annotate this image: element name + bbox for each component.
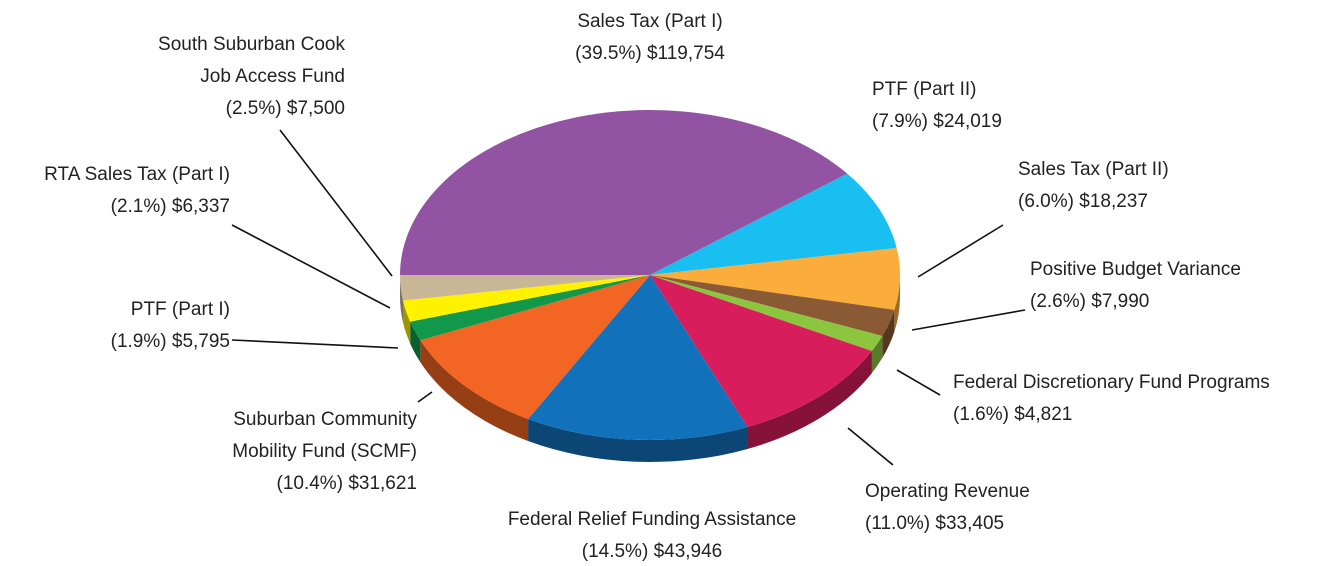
pie-sides	[400, 275, 900, 463]
slice-side	[403, 300, 411, 344]
leader-line	[417, 391, 433, 403]
value-label: $6,337	[171, 196, 230, 217]
percent-label: (6.0%)	[1018, 191, 1074, 212]
slice-name: RTA Sales Tax (Part I)	[44, 164, 230, 185]
slice-value-line: (2.1%) $6,337	[30, 191, 230, 223]
value-label: $43,946	[653, 541, 723, 562]
slice	[400, 109, 848, 275]
slice-name: Sales Tax (Part I)	[577, 11, 723, 32]
slice-label: PTF (Part II) (7.9%) $24,019	[872, 74, 1172, 138]
leader-line	[279, 129, 393, 277]
slice-side	[894, 275, 900, 332]
slice	[410, 275, 650, 341]
slice-name: Suburban Community Mobility Fund (SCMF)	[232, 409, 417, 462]
slice-value-line: (7.9%) $24,019	[872, 106, 1172, 138]
slice-side	[400, 275, 404, 323]
percent-label: (7.9%)	[872, 111, 928, 132]
value-label: $18,237	[1079, 191, 1148, 212]
percent-label: (2.6%)	[1030, 291, 1086, 312]
leader-line	[847, 427, 894, 466]
slice-name: PTF (Part I)	[130, 299, 230, 320]
slice-value-line: (10.4%) $31,621	[227, 468, 418, 500]
slice-label: Federal Relief Funding Assistance (14.5%)…	[452, 504, 852, 566]
slice-label: Sales Tax (Part II) (6.0%) $18,237	[1018, 154, 1318, 218]
slice-name: Federal Discretionary Fund Programs	[953, 372, 1270, 393]
slice-value-line: (6.0%) $18,237	[1018, 186, 1318, 218]
slice	[650, 275, 883, 351]
slice-name: Positive Budget Variance	[1030, 259, 1241, 280]
slice-label: Operating Revenue (11.0%) $33,405	[865, 476, 1165, 540]
slice	[650, 275, 872, 427]
slice	[403, 275, 650, 322]
slice-value-line: (14.5%) $43,946	[452, 536, 852, 566]
slice-value-line: (2.5%) $7,500	[125, 93, 345, 125]
slice-side	[420, 340, 529, 442]
slice-name: South Suburban Cook Job Access Fund	[158, 34, 345, 87]
slice	[400, 275, 650, 301]
leader-line	[911, 309, 1026, 331]
value-label: $7,500	[286, 98, 345, 119]
value-label: $5,795	[171, 331, 230, 352]
value-label: $31,621	[348, 473, 417, 494]
slice-side	[882, 309, 895, 359]
slice	[650, 275, 895, 337]
slice-name: PTF (Part II)	[872, 79, 977, 100]
percent-label: (10.4%)	[276, 473, 344, 494]
slice-value-line: (1.9%) $5,795	[30, 326, 230, 358]
slice-label: RTA Sales Tax (Part I) (2.1%) $6,337	[30, 159, 230, 223]
leader-lines	[231, 129, 1026, 466]
pie-tops	[400, 109, 901, 440]
slice	[528, 275, 748, 440]
slice-value-line: (39.5%) $119,754	[550, 38, 750, 70]
slice-name: Operating Revenue	[865, 481, 1030, 502]
leader-line	[231, 224, 391, 309]
slice-side	[410, 321, 421, 363]
percent-label: (39.5%)	[575, 43, 642, 64]
leader-line	[896, 369, 941, 396]
slice-side	[871, 336, 883, 373]
slice-value-line: (11.0%) $33,405	[865, 508, 1165, 540]
slice-side	[747, 350, 872, 449]
leader-line	[917, 224, 1004, 278]
value-label: $7,990	[1091, 291, 1150, 312]
slice-label: Sales Tax (Part I) (39.5%) $119,754	[550, 6, 750, 70]
slice-label: South Suburban Cook Job Access Fund (2.5%…	[125, 29, 345, 125]
percent-label: (11.0%)	[865, 513, 931, 534]
value-label: $119,754	[646, 43, 725, 64]
percent-label: (14.5%)	[581, 541, 649, 562]
percent-label: (2.1%)	[110, 196, 167, 217]
percent-label: (2.5%)	[225, 98, 282, 119]
value-label: $33,405	[935, 513, 1005, 534]
slice-side	[528, 419, 748, 463]
slice	[650, 247, 901, 310]
percent-label: (1.6%)	[953, 404, 1009, 425]
slice-label: Federal Discretionary Fund Programs (1.6%…	[953, 367, 1333, 431]
slice-value-line: (2.6%) $7,990	[1030, 286, 1330, 318]
value-label: $4,821	[1014, 404, 1073, 425]
slice-label: Positive Budget Variance (2.6%) $7,990	[1030, 254, 1330, 318]
slice-name: Federal Relief Funding Assistance	[507, 509, 797, 530]
slice	[420, 275, 650, 420]
value-label: $24,019	[933, 111, 1002, 132]
percent-label: (1.9%)	[110, 331, 167, 352]
leader-line	[231, 339, 399, 349]
slice-label: PTF (Part I) (1.9%) $5,795	[30, 294, 230, 358]
slice-value-line: (1.6%) $4,821	[953, 399, 1333, 431]
slice-name: Sales Tax (Part II)	[1018, 159, 1169, 180]
slice	[650, 173, 897, 275]
slice-label: Suburban Community Mobility Fund (SCMF) (…	[227, 404, 417, 500]
